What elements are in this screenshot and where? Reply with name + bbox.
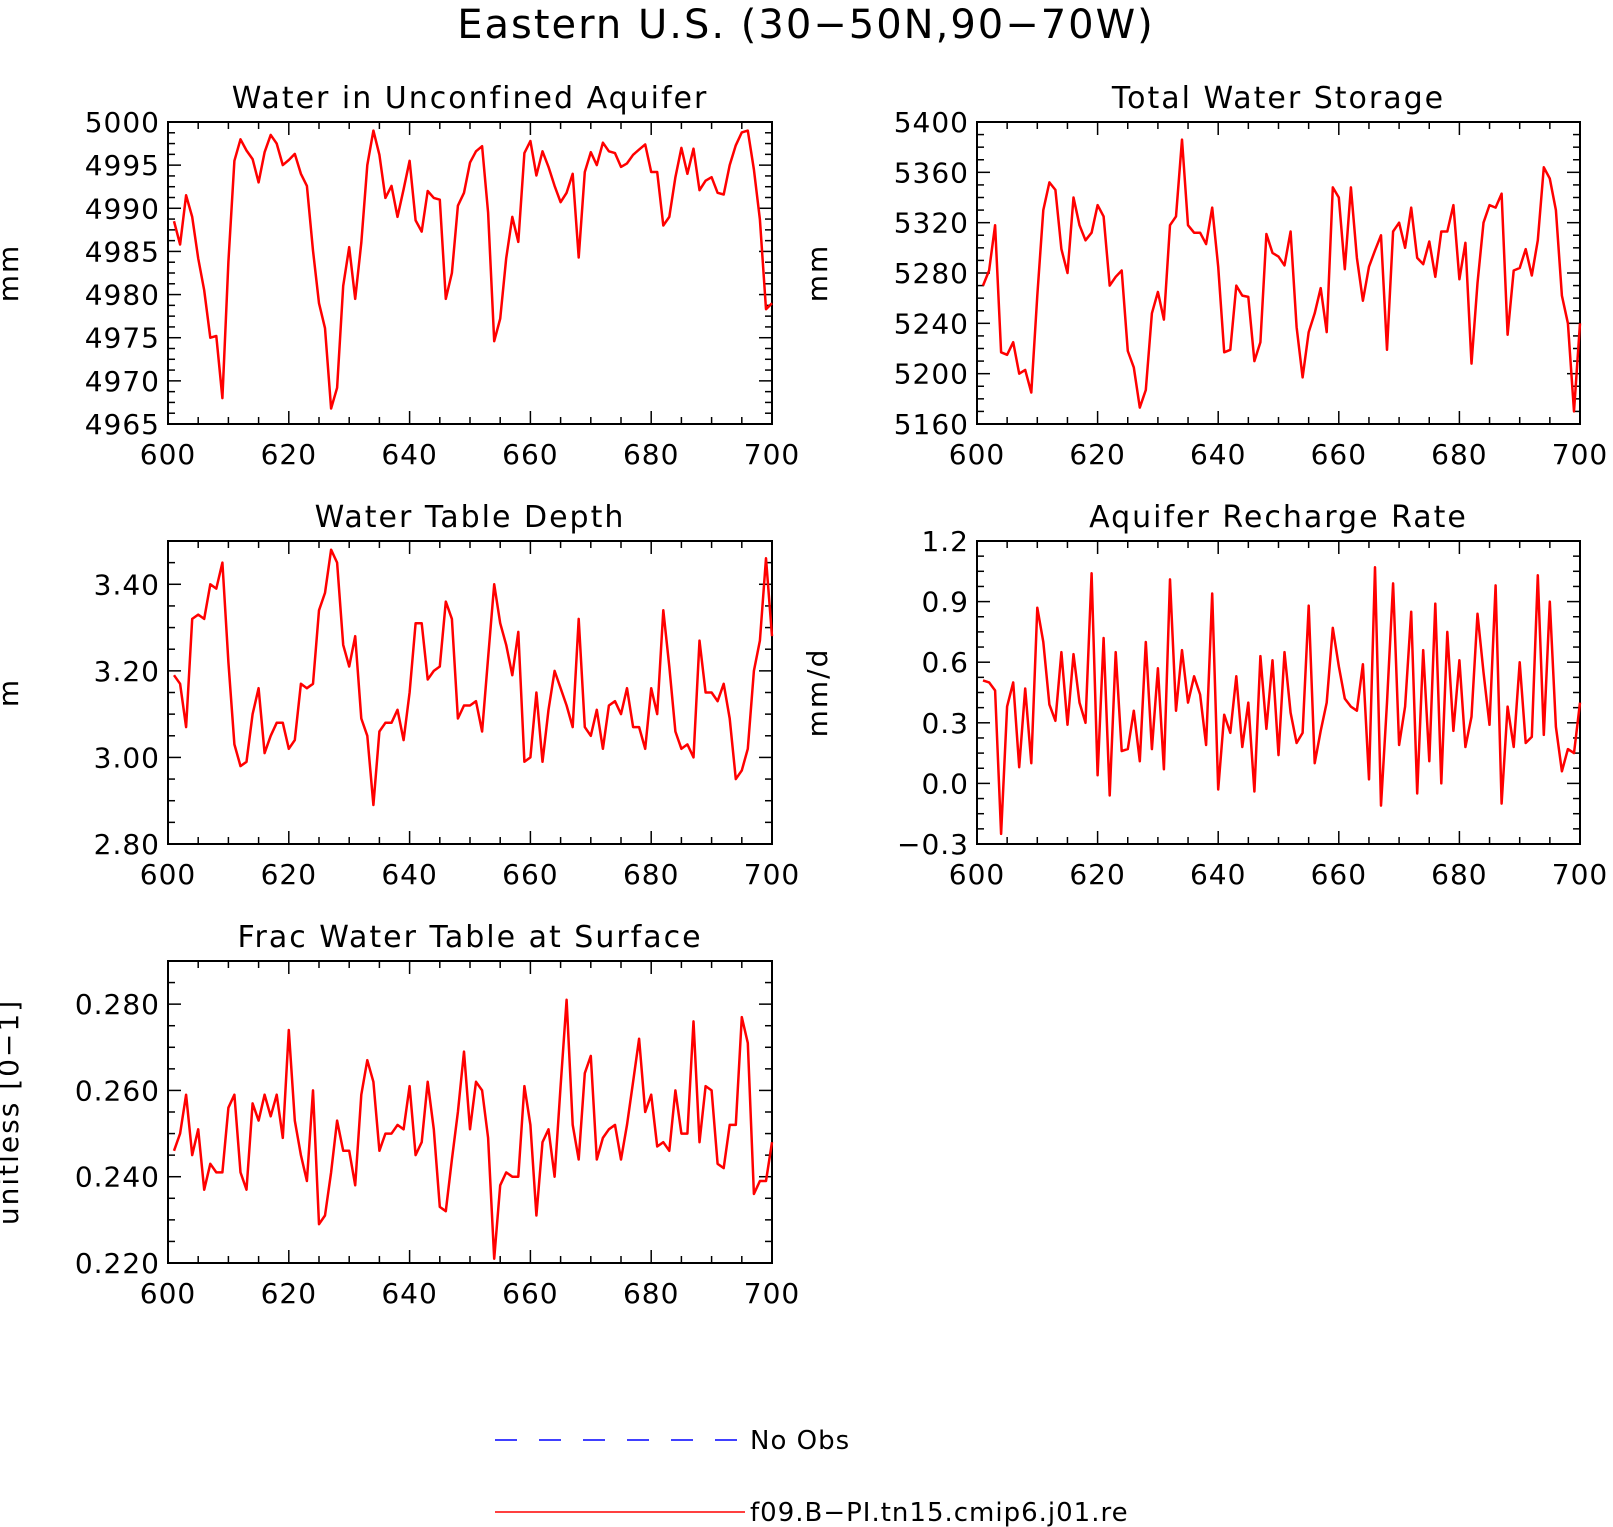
x-tick-label: 660 [502, 858, 558, 891]
x-tick-label: 700 [1552, 858, 1608, 891]
chart-panel-1: Water in Unconfined Aquifer 600 620 640 660 6… [0, 81, 800, 471]
y-axis-label: mm/d [801, 648, 834, 738]
series-line-model [982, 566, 1582, 836]
y-tick-label: 0.0 [921, 767, 969, 800]
series-line-model [172, 548, 774, 807]
y-tick-label: 0.6 [921, 646, 969, 679]
x-tick-label: 700 [744, 858, 800, 891]
y-tick-label: 5360 [894, 156, 969, 189]
y-tick-label: 5320 [894, 207, 969, 240]
panels: Water in Unconfined Aquifer 600 620 640 660 6… [0, 81, 1608, 1310]
y-tick-label: 5200 [894, 358, 969, 391]
y-tick-label: 4995 [85, 149, 160, 182]
legend: No Obs f09.B−PI.tn15.cmip6.j01.re [495, 1426, 1129, 1527]
chart-panel-4: Aquifer Recharge Rate 600 620 640 660 680 700 −… [801, 500, 1608, 891]
y-tick-label: 3.20 [94, 655, 160, 688]
x-tick-label: 660 [1311, 858, 1367, 891]
y-tick-label: 0.280 [75, 988, 160, 1021]
x-tick-label: 600 [949, 858, 1005, 891]
x-tick-label: 640 [381, 438, 437, 471]
x-tick-label: 620 [1069, 438, 1125, 471]
x-tick-label: 680 [1431, 858, 1487, 891]
chart-panel-3: Water Table Depth 600 620 640 660 680 700 2.80 3… [0, 500, 800, 891]
x-tick-label: 680 [623, 1277, 679, 1310]
x-tick-label: 600 [949, 438, 1005, 471]
y-tick-label: 4970 [85, 365, 160, 398]
x-tick-label: 680 [623, 858, 679, 891]
y-tick-label: 4990 [85, 192, 160, 225]
x-tick-label: 700 [744, 438, 800, 471]
y-tick-label: −0.3 [897, 828, 969, 861]
panel-title: Water Table Depth [315, 500, 626, 535]
x-tick-label: 700 [744, 1277, 800, 1310]
x-tick-label: 600 [140, 1277, 196, 1310]
x-tick-label: 660 [502, 1277, 558, 1310]
x-tick-label: 660 [1311, 438, 1367, 471]
x-tick-label: 600 [140, 438, 196, 471]
x-tick-label: 680 [1431, 438, 1487, 471]
x-tick-label: 640 [1190, 438, 1246, 471]
x-tick-label: 620 [1069, 858, 1125, 891]
y-axis-label: m [0, 678, 25, 707]
x-tick-label: 640 [381, 1277, 437, 1310]
series-line-model [172, 998, 774, 1260]
panel-title: Water in Unconfined Aquifer [232, 81, 709, 116]
series-line-model [981, 138, 1582, 413]
y-tick-label: 4980 [85, 279, 160, 312]
y-tick-label: 1.2 [921, 525, 969, 558]
y-tick-label: 3.00 [94, 741, 160, 774]
y-tick-label: 4965 [85, 408, 160, 441]
x-tick-label: 620 [261, 858, 317, 891]
x-tick-label: 620 [261, 438, 317, 471]
y-tick-label: 5400 [894, 106, 969, 139]
y-tick-label: 0.240 [75, 1161, 160, 1194]
legend-label: No Obs [750, 1426, 850, 1456]
series-line-model [172, 129, 773, 410]
x-tick-label: 680 [623, 438, 679, 471]
y-axis-label: mm [0, 244, 25, 303]
x-tick-label: 600 [140, 858, 196, 891]
y-tick-label: 5000 [85, 106, 160, 139]
plot-frame [976, 540, 1581, 845]
chart-panel-2: Total Water Storage 600 620 640 660 680 700 516… [801, 81, 1608, 471]
legend-label: f09.B−PI.tn15.cmip6.j01.re [750, 1498, 1129, 1527]
y-axis-label: mm [801, 244, 834, 303]
y-axis-label: unitless [0−1] [0, 999, 25, 1225]
y-tick-label: 5240 [894, 307, 969, 340]
y-tick-label: 5160 [894, 408, 969, 441]
panel-title: Aquifer Recharge Rate [1089, 500, 1468, 535]
x-tick-label: 640 [381, 858, 437, 891]
x-tick-label: 620 [261, 1277, 317, 1310]
y-tick-label: 0.3 [921, 707, 969, 740]
x-tick-label: 640 [1190, 858, 1246, 891]
chart-panel-5: Frac Water Table at Surface 600 620 640 660 6… [0, 920, 800, 1310]
y-tick-label: 4985 [85, 235, 160, 268]
x-tick-label: 700 [1552, 438, 1608, 471]
figure-title: Eastern U.S. (30−50N,90−70W) [457, 2, 1155, 48]
panel-title: Total Water Storage [1111, 81, 1445, 116]
y-tick-label: 3.40 [94, 568, 160, 601]
x-tick-label: 660 [502, 438, 558, 471]
y-tick-label: 0.9 [921, 586, 969, 619]
y-tick-label: 0.220 [75, 1247, 160, 1280]
y-tick-label: 0.260 [75, 1074, 160, 1107]
plot-frame [167, 960, 773, 1264]
y-tick-label: 5280 [894, 257, 969, 290]
y-tick-label: 4975 [85, 322, 160, 355]
panel-title: Frac Water Table at Surface [237, 920, 702, 955]
y-tick-label: 2.80 [94, 828, 160, 861]
